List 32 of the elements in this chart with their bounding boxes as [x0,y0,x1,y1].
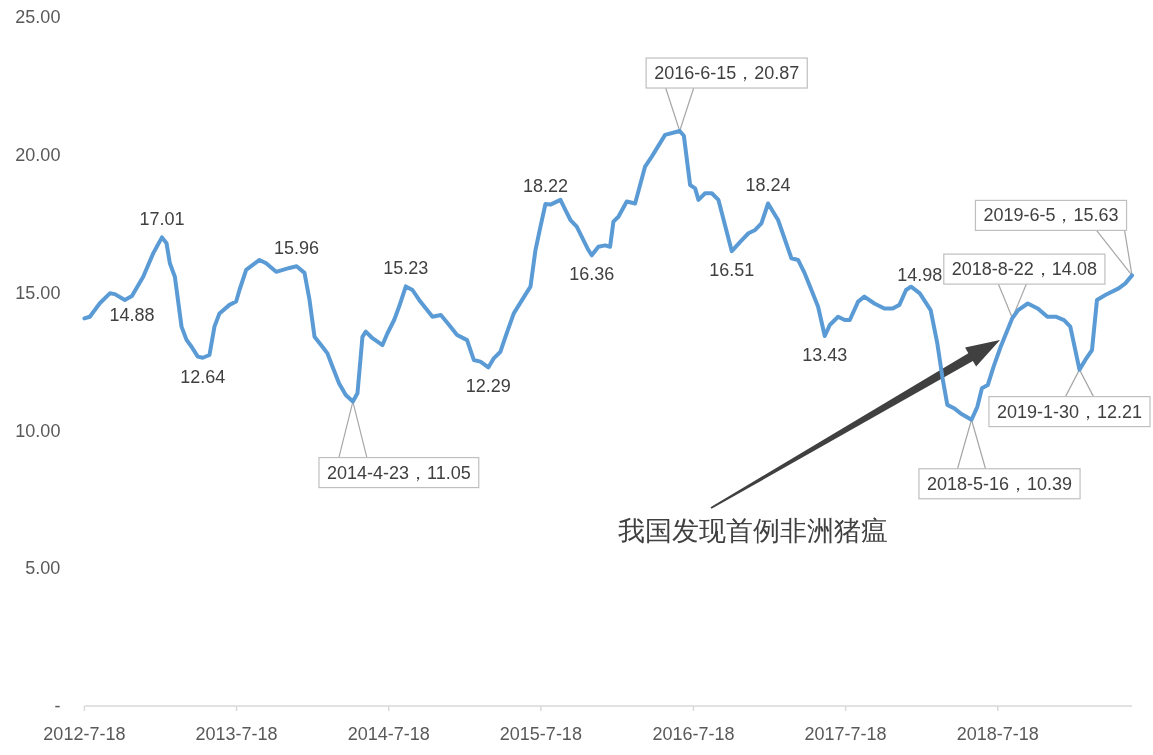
x-tick-label: 2013-7-18 [195,724,278,744]
data-label: 18.22 [522,176,568,197]
y-tick-label: 20.00 [15,145,61,165]
x-tick-label: 2018-7-18 [956,724,1039,744]
y-tick-label: 25.00 [15,7,61,28]
data-label: 12.64 [180,366,226,387]
data-label: 14.88 [109,305,155,326]
annotation: 2014-4-23，11.05 [326,462,471,483]
annotation: 2018-8-22，14.08 [951,259,1097,280]
data-label: 16.36 [569,264,615,285]
data-label: 16.51 [709,260,755,281]
data-label: 15.96 [274,238,320,259]
annotation: 2016-6-15，20.87 [654,63,800,84]
annotation: 2019-1-30，12.21 [996,401,1143,422]
data-label: 12.29 [465,376,511,397]
x-tick-label: 2016-7-18 [652,724,735,744]
data-label: 13.43 [802,345,848,365]
annotation: 2019-6-5，15.63 [983,205,1119,226]
x-tick-label: 2014-7-18 [347,724,430,744]
x-tick-label: 2017-7-18 [804,724,887,744]
data-label: 15.23 [383,258,429,279]
y-tick-label: 15.00 [15,282,61,303]
annotation: 2018-5-16，10.39 [926,473,1073,494]
y-tick-label: 5.00 [25,558,61,579]
x-tick-label: 2012-7-18 [43,724,126,744]
annotation: 我国发现首例非洲猪瘟 [618,516,888,546]
data-label: 14.98 [897,265,943,286]
y-tick-label: 10.00 [15,420,61,441]
x-tick-label: 2015-7-18 [499,724,582,744]
data-label: 18.24 [745,175,791,196]
y-tick-label: - [54,696,61,716]
data-label: 17.01 [139,209,185,230]
